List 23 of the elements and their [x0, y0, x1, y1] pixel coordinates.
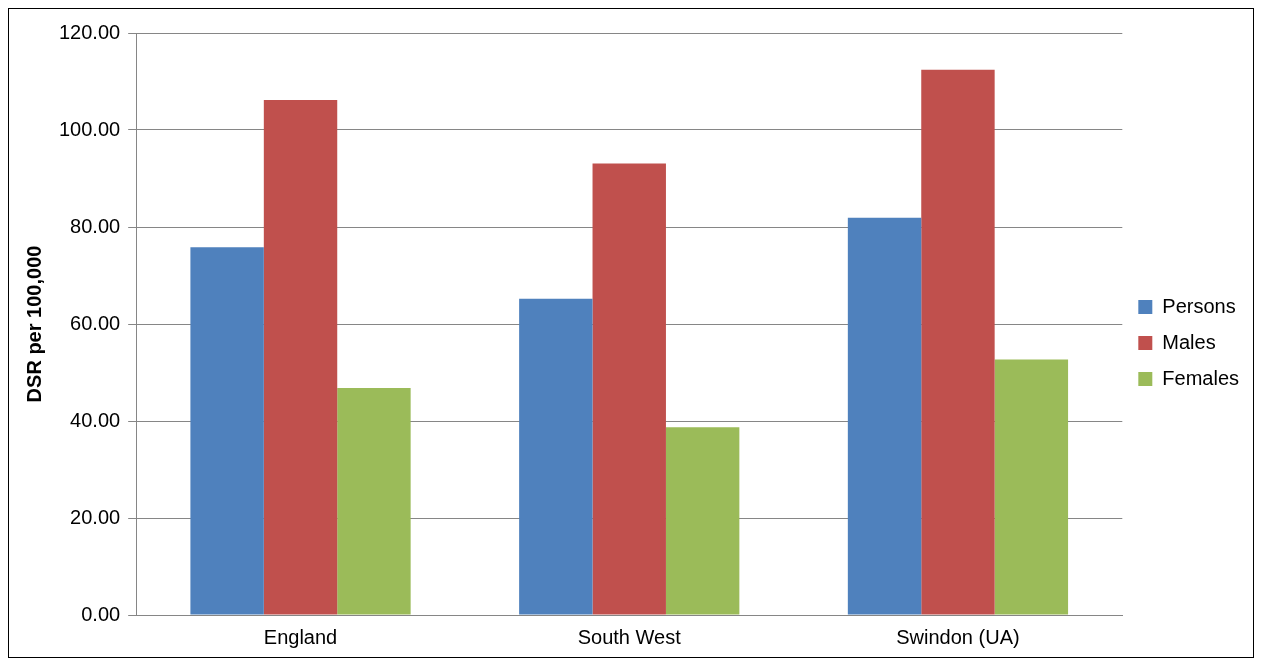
- legend-label: Females: [1162, 366, 1240, 389]
- bar: [190, 247, 264, 615]
- y-tick-label: 20.00: [70, 505, 121, 528]
- y-tick-label: 100.00: [59, 117, 121, 140]
- bar: [263, 99, 338, 615]
- bar: [665, 427, 740, 615]
- y-axis-title: DSR per 100,000: [22, 245, 45, 403]
- bar: [337, 388, 411, 615]
- bar: [592, 163, 666, 615]
- x-tick-label: England: [263, 625, 338, 648]
- bar: [847, 217, 922, 615]
- bar: [519, 298, 593, 615]
- y-tick-label: 0.00: [81, 602, 121, 625]
- legend-label: Males: [1162, 330, 1216, 353]
- y-tick-label: 80.00: [70, 214, 121, 237]
- y-tick-label: 40.00: [70, 408, 121, 431]
- legend-label: Persons: [1162, 294, 1236, 317]
- bar: [921, 69, 995, 615]
- bar: [994, 359, 1069, 615]
- y-tick-label: 60.00: [70, 311, 121, 334]
- y-tick-label: 120.00: [59, 20, 121, 43]
- x-tick-label: Swindon (UA): [896, 625, 1020, 648]
- x-tick-label: South West: [577, 625, 682, 648]
